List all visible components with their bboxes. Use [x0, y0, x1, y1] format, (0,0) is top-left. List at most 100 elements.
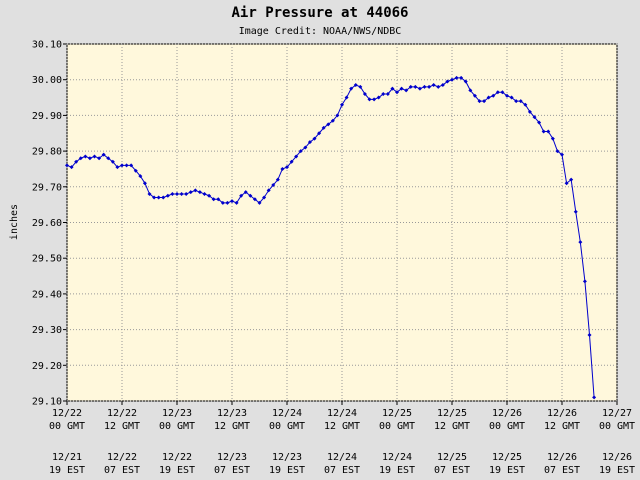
y-tick-label: 29.70 — [32, 182, 62, 193]
point-marker — [518, 99, 523, 104]
y-tick-label: 29.10 — [32, 397, 62, 408]
point-marker — [307, 140, 312, 145]
point-marker — [179, 191, 184, 196]
point-marker — [211, 197, 216, 202]
point-marker — [340, 102, 344, 107]
point-marker — [385, 91, 390, 96]
point-marker — [303, 145, 308, 150]
point-marker — [550, 136, 555, 141]
point-marker — [395, 90, 399, 95]
point-marker — [133, 168, 138, 173]
point-marker — [404, 88, 409, 93]
point-marker — [65, 163, 69, 168]
point-marker — [459, 75, 464, 80]
point-marker — [138, 174, 143, 179]
point-marker — [262, 195, 267, 200]
point-marker — [408, 84, 413, 89]
x-tick-label-est: 12/22 07 EST — [104, 452, 140, 476]
point-marker — [294, 154, 299, 159]
point-marker — [147, 191, 152, 196]
point-marker — [110, 159, 115, 164]
point-marker — [234, 200, 239, 205]
point-marker — [358, 84, 363, 89]
y-axis-label: inches — [9, 204, 20, 240]
x-tick-label: 12/22 12 GMT — [104, 408, 140, 432]
x-tick-label: 12/25 12 GMT — [434, 408, 470, 432]
point-marker — [569, 177, 574, 182]
x-tick-label-est: 12/26 19 EST — [599, 452, 635, 476]
x-tick-label-est: 12/25 19 EST — [489, 452, 525, 476]
x-tick-label: 12/24 00 GMT — [269, 408, 305, 432]
point-marker — [193, 188, 198, 193]
point-marker — [243, 190, 248, 195]
point-marker — [564, 181, 569, 186]
point-marker — [537, 120, 542, 125]
point-marker — [431, 83, 436, 88]
point-marker — [381, 91, 386, 96]
point-marker — [298, 149, 303, 154]
point-marker — [413, 84, 418, 89]
x-tick-label: 12/27 00 GMT — [599, 408, 635, 432]
point-marker — [468, 88, 473, 93]
point-marker — [445, 79, 450, 84]
point-marker — [220, 200, 225, 205]
point-marker — [161, 195, 166, 200]
point-marker — [326, 122, 331, 127]
point-marker — [450, 77, 454, 82]
point-marker — [399, 86, 404, 91]
point-marker — [330, 118, 335, 123]
point-marker — [477, 99, 482, 104]
x-tick-label: 12/26 12 GMT — [544, 408, 580, 432]
x-tick-label-est: 12/26 07 EST — [544, 452, 580, 476]
point-marker — [101, 152, 106, 157]
y-tick-label: 30.00 — [32, 75, 62, 86]
point-marker — [514, 99, 519, 104]
chart-subtitle: Image Credit: NOAA/NWS/NDBC — [239, 26, 402, 37]
point-marker — [541, 129, 546, 134]
y-tick-label: 29.80 — [32, 147, 62, 158]
point-marker — [216, 197, 221, 202]
y-tick-label: 29.90 — [32, 111, 62, 122]
x-tick-label-est: 12/21 19 EST — [49, 452, 85, 476]
point-marker — [275, 177, 280, 182]
point-marker — [335, 113, 340, 118]
point-marker — [427, 84, 432, 89]
point-marker — [188, 190, 193, 195]
point-marker — [573, 209, 578, 214]
x-tick-label-est: 12/23 19 EST — [269, 452, 305, 476]
x-tick-label-est: 12/25 07 EST — [434, 452, 470, 476]
point-marker — [353, 83, 358, 88]
point-marker — [115, 165, 120, 170]
point-marker — [440, 83, 445, 88]
point-marker — [285, 165, 289, 170]
point-marker — [582, 279, 587, 284]
point-marker — [248, 193, 253, 198]
point-marker — [271, 183, 276, 188]
point-marker — [592, 395, 597, 400]
point-marker — [560, 152, 564, 157]
point-marker — [83, 154, 88, 159]
point-marker — [197, 190, 202, 195]
point-marker — [87, 156, 92, 161]
point-marker — [532, 115, 537, 120]
point-marker — [495, 90, 500, 95]
point-marker — [417, 86, 422, 91]
point-marker — [436, 84, 441, 89]
point-marker — [252, 197, 257, 202]
point-marker — [482, 99, 487, 104]
point-marker — [555, 149, 560, 154]
point-marker — [527, 109, 532, 114]
point-marker — [156, 195, 161, 200]
y-tick-label: 29.30 — [32, 325, 62, 336]
x-tick-label: 12/23 00 GMT — [159, 408, 195, 432]
point-marker — [129, 163, 134, 168]
point-marker — [266, 188, 271, 193]
point-marker — [257, 200, 262, 205]
point-marker — [239, 193, 244, 198]
x-tick-label-est: 12/22 19 EST — [159, 452, 195, 476]
point-marker — [152, 195, 157, 200]
x-tick-label-est: 12/23 07 EST — [214, 452, 250, 476]
point-marker — [390, 86, 395, 91]
y-tick-label: 30.10 — [32, 40, 62, 51]
